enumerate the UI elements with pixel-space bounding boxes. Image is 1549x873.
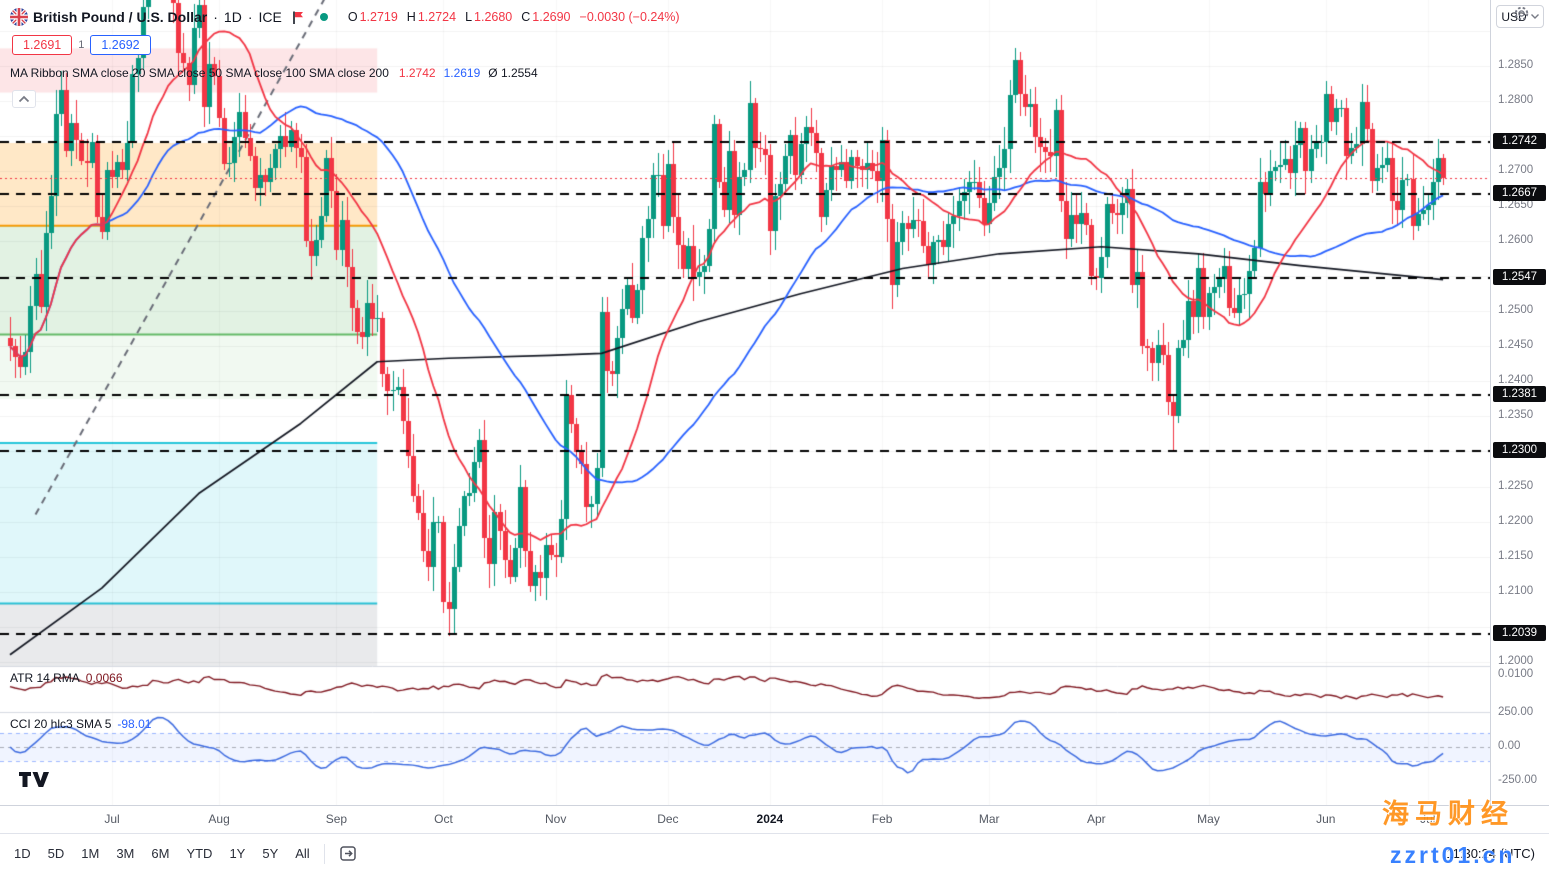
change-value: −0.0030 (−0.24%)	[579, 10, 680, 24]
time-axis-label-feb: Feb	[871, 812, 893, 826]
price-axis-tick: 1.2650	[1498, 199, 1534, 212]
time-axis-label-dec: Dec	[657, 812, 679, 826]
range-button-1y[interactable]: 1Y	[229, 846, 246, 861]
ma-ribbon-avg-value: Ø 1.2554	[488, 66, 538, 80]
time-axis-label-nov: Nov	[545, 812, 567, 826]
range-button-ytd[interactable]: YTD	[186, 846, 213, 861]
ohlc-readout: O 1.2719 H 1.2724 L 1.2680 C 1.2690 −0.0…	[341, 10, 680, 24]
range-button-1d[interactable]: 1D	[14, 846, 31, 861]
toolbar-divider	[323, 843, 325, 864]
time-axis-label-2024: 2024	[756, 812, 784, 826]
bottom-toolbar: 1D 5D 1M 3M 6M YTD 1Y 5Y All 11:30:24 (UTC)	[0, 833, 1549, 873]
ask-button[interactable]: 1.2692	[90, 35, 151, 55]
range-button-1m[interactable]: 1M	[81, 846, 100, 861]
symbol-legend-row: British Pound / U.S. Dollar · 1D · ICE O…	[10, 8, 680, 26]
market-status-dot	[319, 13, 328, 21]
flag-icon[interactable]	[291, 10, 305, 25]
bid-button[interactable]: 1.2691	[12, 35, 73, 55]
range-button-all[interactable]: All	[295, 846, 310, 861]
price-axis-tick: 1.2450	[1498, 339, 1534, 352]
ma-ribbon-sma50-value: 1.2619	[443, 66, 481, 80]
axis-settings-gear-icon[interactable]	[1514, 6, 1529, 26]
time-axis-label-apr: Apr	[1086, 812, 1106, 826]
price-axis-tick: 1.2000	[1498, 654, 1534, 667]
cci-scale-tick: -250.00	[1498, 774, 1538, 786]
price-axis-tick: 1.2600	[1498, 234, 1534, 247]
ma-ribbon-legend: MA Ribbon SMA close 20 SMA close 50 SMA …	[10, 66, 538, 80]
go-to-date-button[interactable]	[339, 844, 358, 863]
price-level-chip: 1.2381	[1493, 385, 1546, 402]
price-axis-tick: 1.2250	[1498, 479, 1534, 492]
price-axis-tick: 1.2700	[1498, 164, 1534, 177]
pane-collapse-button[interactable]	[12, 90, 36, 108]
time-axis-label-jun: Jun	[1316, 812, 1336, 826]
range-button-3m[interactable]: 3M	[116, 846, 135, 861]
cci-legend: CCI 20 hlc3 SMA 5 -98.01	[10, 717, 151, 731]
price-axis-tick: 1.2100	[1498, 584, 1534, 597]
gbp-flag-icon	[10, 8, 28, 26]
watermark-zzrt: zzrt01.cn	[1390, 842, 1516, 868]
price-axis-tick: 1.2800	[1498, 93, 1534, 106]
open-label: O	[347, 10, 358, 24]
open-value: 1.2719	[359, 10, 398, 24]
time-axis[interactable]: Jul Aug Sep Oct Nov Dec 2024 Feb Mar Apr May Jun Jul	[0, 805, 1549, 833]
cci-scale-tick: 0.00	[1498, 740, 1521, 752]
time-axis-label-jul: Jul	[104, 812, 120, 826]
watermark-haima: 海马财经	[1382, 799, 1514, 829]
time-axis-label-jul: Jul	[1420, 812, 1436, 826]
price-level-chip: 1.2547	[1493, 269, 1546, 286]
price-level-chip: 1.2039	[1493, 625, 1546, 642]
interval-label: 1D	[223, 9, 242, 25]
chevron-up-icon	[18, 95, 30, 103]
atr-scale-tick: 0.0100	[1498, 668, 1534, 680]
atr-legend: ATR 14 RMA 0.0066	[10, 671, 123, 685]
range-button-6m[interactable]: 6M	[151, 846, 170, 861]
time-axis-label-oct: Oct	[434, 812, 453, 826]
time-axis-label-may: May	[1197, 812, 1220, 826]
low-label: L	[465, 10, 473, 24]
range-button-5y[interactable]: 5Y	[262, 846, 279, 861]
tradingview-logo[interactable]	[18, 770, 52, 794]
price-level-chip: 1.2667	[1493, 185, 1546, 202]
cci-value: -98.01	[117, 717, 152, 731]
spread-value: 1	[78, 39, 85, 51]
price-axis[interactable]: USD 1.2850 1.2800 1.2700 1.2650 1.2600 1.2500…	[1490, 0, 1549, 805]
separator: ·	[247, 9, 253, 25]
exchange-label: ICE	[258, 9, 282, 25]
price-axis-tick: 1.2350	[1498, 409, 1534, 422]
close-value: 1.2690	[532, 10, 571, 24]
price-axis-tick: 1.2400	[1498, 374, 1534, 387]
separator: ·	[213, 9, 218, 25]
high-label: H	[406, 10, 416, 24]
cci-scale-tick: 250.00	[1498, 706, 1534, 718]
chart-canvas[interactable]	[0, 0, 1490, 805]
symbol-title[interactable]: British Pound / U.S. Dollar	[33, 9, 208, 25]
time-axis-label-mar: Mar	[978, 812, 1000, 826]
atr-value: 0.0066	[85, 671, 123, 685]
price-level-chip: 1.2300	[1493, 442, 1546, 459]
time-axis-label-aug: Aug	[208, 812, 230, 826]
price-axis-tick: 1.2850	[1498, 58, 1534, 71]
price-axis-tick: 1.2500	[1498, 304, 1534, 317]
ma-ribbon-sma20-value: 1.2742	[398, 66, 436, 80]
atr-title[interactable]: ATR 14 RMA	[10, 671, 80, 685]
range-button-5d[interactable]: 5D	[47, 846, 65, 861]
high-value: 1.2724	[417, 10, 457, 24]
price-level-chip: 1.2742	[1493, 132, 1546, 149]
quote-row: 1.2691 1 1.2692	[12, 35, 151, 55]
cci-title[interactable]: CCI 20 hlc3 SMA 5	[10, 717, 112, 731]
clock-timezone-button[interactable]: 11:30:24 (UTC)	[1446, 846, 1535, 861]
range-switcher: 1D 5D 1M 3M 6M YTD 1Y 5Y All	[14, 846, 310, 861]
close-label: C	[521, 10, 531, 24]
time-axis-label-sep: Sep	[325, 812, 348, 826]
ma-ribbon-title[interactable]: MA Ribbon SMA close 20 SMA close 50 SMA …	[10, 66, 389, 80]
chevron-down-icon	[1530, 14, 1539, 19]
price-axis-tick: 1.2200	[1498, 514, 1534, 527]
low-value: 1.2680	[474, 10, 513, 24]
price-axis-tick: 1.2150	[1498, 549, 1534, 562]
